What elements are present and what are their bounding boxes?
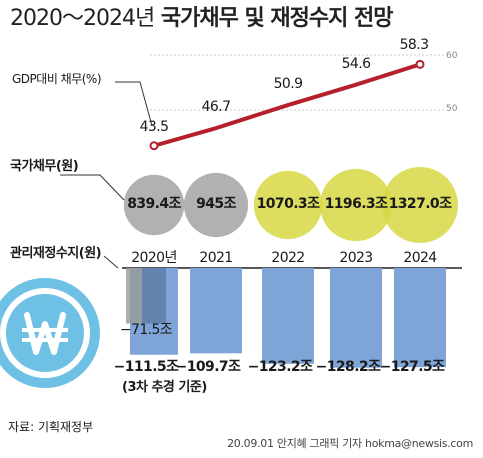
- won-coin-ring: [0, 288, 90, 378]
- debt-value-2022: 1070.3조: [256, 196, 320, 212]
- gdp-line: [115, 54, 445, 151]
- balance-bar-2021: [190, 268, 242, 354]
- year-label-2021: 2021: [199, 250, 233, 266]
- balance-value-2020-initial: −71.5조: [119, 322, 173, 338]
- balance-bar-2022: [262, 268, 314, 364]
- title-range: 2020～2024년: [10, 6, 155, 31]
- debt-bubble-2022: [253, 170, 323, 240]
- balance-leader-line: [103, 255, 119, 269]
- year-label-2023: 2023: [339, 250, 373, 266]
- debt-value-2024: 1327.0조: [388, 196, 452, 212]
- gdp-leader-line: [115, 81, 153, 126]
- source-note: 자료: 기획재정부: [8, 420, 94, 434]
- gdp-tick-60: 60: [446, 51, 458, 61]
- debt-bubbles: [60, 167, 458, 243]
- balance-bar-2020-overlap: [142, 268, 166, 324]
- gdp-value-2021: 46.7: [201, 99, 231, 116]
- gdp-series-line: [153, 62, 421, 148]
- gdp-point-2020: [149, 141, 159, 151]
- page-title: 2020～2024년 국가채무 및 재정수지 전망: [10, 6, 394, 31]
- year-label-2022: 2022: [271, 250, 305, 266]
- year-label-2020년: 2020년: [131, 250, 177, 266]
- gdp-value-2024: 58.3: [399, 37, 429, 54]
- balance-value-2023: −128.2조: [315, 359, 381, 375]
- credit-line: 20.09.01 안지혜 그래픽 기자 hokma@newsis.com: [227, 437, 473, 450]
- debt-leader-line: [60, 174, 125, 201]
- gdp-value-2020: 43.5: [139, 118, 169, 135]
- gdp-value-2023: 54.6: [341, 55, 371, 72]
- balance-value-2020년: −111.5조: [113, 359, 179, 375]
- balance-bar-2024: [394, 268, 446, 368]
- gdp-tick-50: 50: [446, 104, 458, 114]
- balance-note-2020: (3차 추경 기준): [122, 380, 207, 395]
- debt-value-2021: 945조: [196, 196, 236, 212]
- balance-section-label: 관리재정수지(원): [10, 246, 102, 261]
- debt-value-2020: 839.4조: [127, 196, 181, 212]
- debt-value-2023: 1196.3조: [324, 196, 388, 212]
- won-coin-icon: [0, 278, 100, 388]
- debt-bubble-2020: [123, 174, 185, 236]
- debt-bubble-2021: [183, 172, 249, 238]
- gdp-point-2024: [415, 59, 425, 69]
- debt-section-label: 국가채무(원): [10, 159, 79, 174]
- gdp-section-label: GDP대비 채무(%): [12, 72, 102, 86]
- balance-value-2024: −127.5조: [379, 359, 445, 375]
- balance-value-2021: −109.7조: [175, 359, 241, 375]
- debt-bubble-2023: [319, 168, 393, 242]
- year-label-2024: 2024: [403, 250, 437, 266]
- balance-bar-2023: [330, 268, 382, 368]
- debt-bubble-2024: [382, 167, 458, 243]
- title-main: 국가채무 및 재정수지 전망: [160, 6, 394, 31]
- balance-bars: [103, 255, 462, 368]
- balance-value-2022: −123.2조: [247, 359, 313, 375]
- gdp-value-2022: 50.9: [273, 76, 303, 93]
